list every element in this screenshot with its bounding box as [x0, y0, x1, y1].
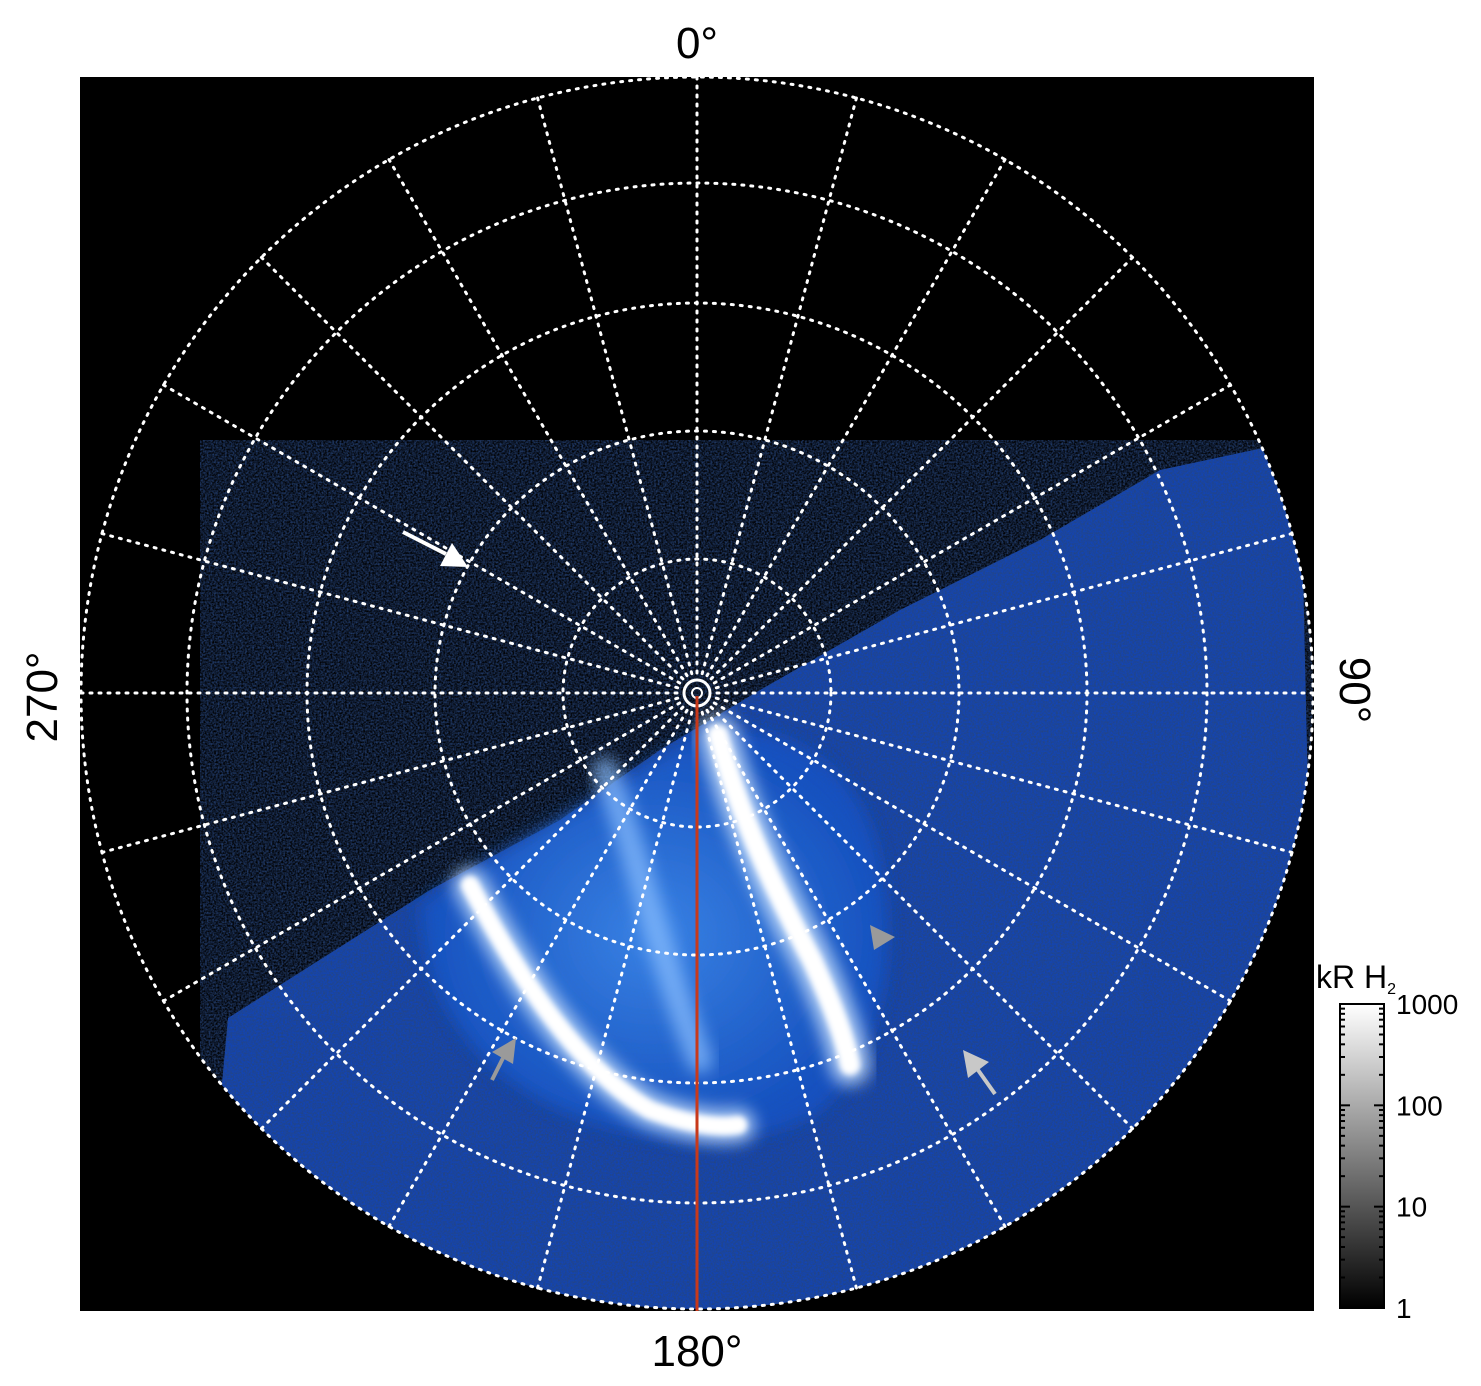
colorbar-gradient [1339, 1003, 1385, 1309]
label-bottom: 180° [651, 1327, 742, 1376]
grid-meridian [714, 532, 1294, 690]
grid-meridian [162, 701, 682, 1003]
colorbar-tick-label: 1000 [1396, 989, 1458, 1020]
colorbar-tick-label: 10 [1396, 1192, 1427, 1223]
grid-meridian [700, 96, 858, 676]
grid-meridian [162, 383, 682, 685]
annotation-arrows [402, 530, 997, 1096]
colorbar-tick-label: 1 [1396, 1293, 1412, 1324]
grid-meridian [536, 96, 694, 676]
grid-meridian [705, 708, 1007, 1228]
grid-meridian [387, 158, 689, 678]
auroral-arcs [453, 715, 870, 1144]
polar-grid [80, 77, 1314, 1311]
grey-arrow-lower-right [963, 1050, 997, 1096]
grey-arrowhead-right [870, 925, 895, 950]
grid-meridian [259, 255, 685, 681]
grid-meridian [100, 532, 680, 690]
label-top: 0° [676, 19, 718, 68]
grey-arrow-left [490, 1038, 516, 1081]
grid-meridian [705, 158, 1007, 678]
grid-meridian [100, 696, 680, 854]
colorbar: kR H2 1000 100 10 1 [1316, 959, 1458, 1324]
grid-meridian [387, 708, 689, 1228]
colorbar-tick-label: 100 [1396, 1090, 1443, 1121]
grid-meridian [712, 701, 1232, 1003]
grid-meridian [259, 705, 685, 1131]
label-right: 90° [1330, 657, 1379, 724]
grid-meridian [700, 710, 858, 1290]
grid-meridian [714, 696, 1294, 854]
grid-meridian [712, 383, 1232, 685]
white-arrow [402, 530, 468, 567]
colorbar-title: kR H2 [1316, 959, 1396, 998]
grid-meridian [536, 710, 694, 1290]
grid-meridian [709, 255, 1135, 681]
label-left: 270° [18, 651, 67, 742]
grid-meridian [709, 705, 1135, 1131]
